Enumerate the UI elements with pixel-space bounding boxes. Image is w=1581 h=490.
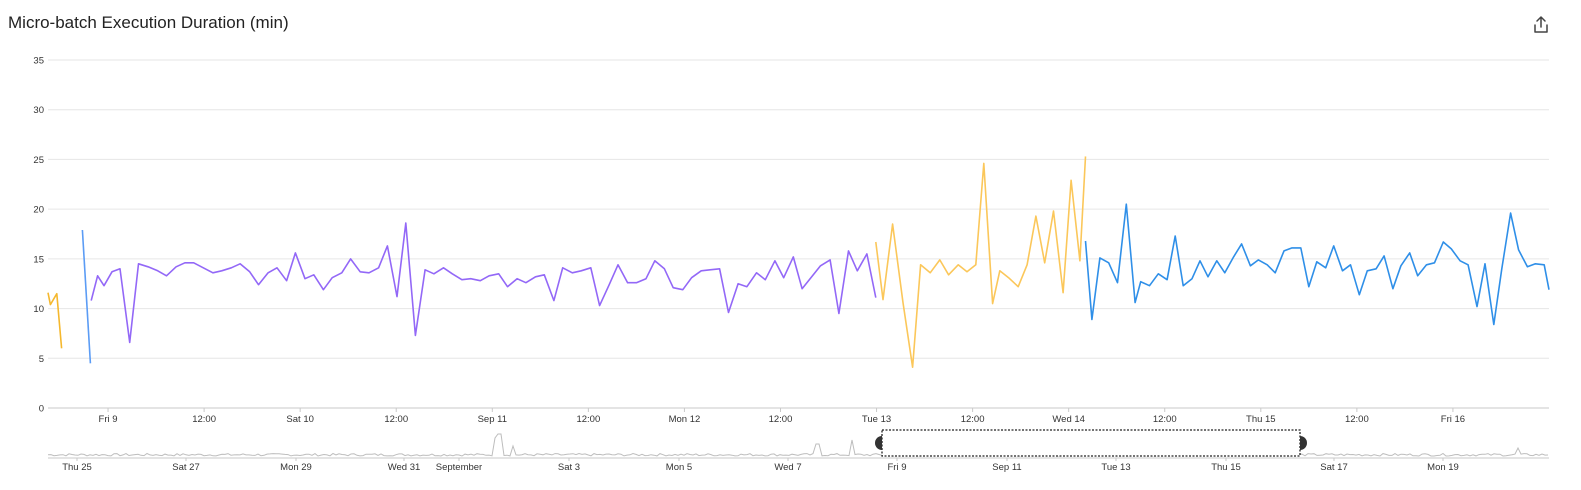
navigator-tick-label: Thu 25 bbox=[62, 462, 92, 473]
navigator-tick-label: Wed 7 bbox=[774, 462, 801, 473]
x-tick-label: Mon 12 bbox=[669, 414, 701, 425]
navigator-tick-label: Sat 3 bbox=[558, 462, 580, 473]
navigator-tick-label: September bbox=[436, 462, 482, 473]
x-tick-label: Sep 11 bbox=[478, 414, 507, 425]
navigator-tick-label: Sat 27 bbox=[172, 462, 199, 473]
series-line-4 bbox=[875, 156, 1087, 368]
series-line-3 bbox=[90, 222, 877, 344]
navigator-handle-right[interactable] bbox=[1300, 436, 1307, 450]
x-tick-label: 12:00 bbox=[769, 414, 793, 425]
chart-title: Micro-batch Execution Duration (min) bbox=[8, 13, 289, 32]
navigator-tick-label: Fri 9 bbox=[888, 462, 907, 473]
x-tick-label: Fri 16 bbox=[1441, 414, 1465, 425]
navigator-tick-label: Mon 29 bbox=[280, 462, 312, 473]
x-tick-label: 12:00 bbox=[384, 414, 408, 425]
navigator-tick-label: Tue 13 bbox=[1101, 462, 1130, 473]
y-tick-label: 0 bbox=[39, 404, 44, 415]
x-tick-label: 12:00 bbox=[961, 414, 985, 425]
x-tick-label: Sat 10 bbox=[286, 414, 313, 425]
series-line-1 bbox=[47, 292, 63, 349]
x-tick-label: 12:00 bbox=[1345, 414, 1369, 425]
y-tick-label: 5 bbox=[39, 354, 44, 365]
series-line-2 bbox=[81, 229, 92, 364]
x-tick-label: Wed 14 bbox=[1052, 414, 1085, 425]
x-tick-label: Fri 9 bbox=[99, 414, 118, 425]
x-tick-label: 12:00 bbox=[192, 414, 216, 425]
y-tick-label: 25 bbox=[33, 155, 44, 166]
y-tick-label: 30 bbox=[33, 105, 44, 116]
series-line-5 bbox=[1084, 203, 1550, 326]
x-tick-label: Tue 13 bbox=[862, 414, 891, 425]
y-tick-label: 20 bbox=[33, 205, 44, 216]
y-tick-label: 10 bbox=[33, 304, 44, 315]
y-tick-label: 15 bbox=[33, 254, 44, 265]
navigator-sparkline bbox=[47, 433, 1549, 457]
navigator-handle-left[interactable] bbox=[875, 436, 882, 450]
y-tick-label: 35 bbox=[33, 56, 44, 67]
x-tick-label: Thu 15 bbox=[1246, 414, 1276, 425]
navigator-tick-label: Thu 15 bbox=[1211, 462, 1241, 473]
navigator-tick-label: Mon 19 bbox=[1427, 462, 1459, 473]
navigator-tick-label: Sat 17 bbox=[1320, 462, 1347, 473]
navigator-tick-label: Wed 31 bbox=[388, 462, 421, 473]
navigator-tick-label: Mon 5 bbox=[666, 462, 692, 473]
share-export-icon[interactable] bbox=[1530, 14, 1552, 36]
navigator-tick-label: Sep 11 bbox=[992, 462, 1021, 473]
x-tick-label: 12:00 bbox=[1153, 414, 1177, 425]
navigator-selection bbox=[881, 429, 1301, 457]
x-tick-label: 12:00 bbox=[576, 414, 600, 425]
